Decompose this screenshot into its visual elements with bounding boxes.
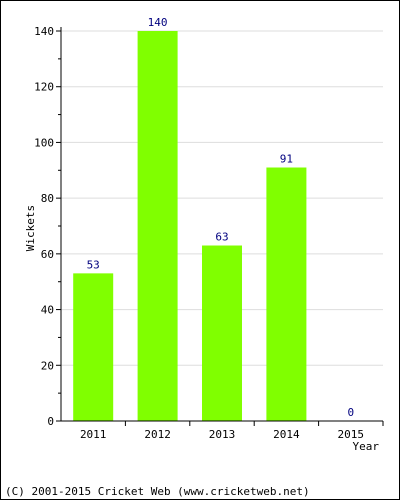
y-tick-label: 0 [47,415,54,428]
x-axis-label: Year [353,440,380,453]
y-tick-label: 80 [41,192,54,205]
x-tick-labels: 2011 2012 2013 2014 2015 [80,428,364,441]
y-tick-label: 140 [34,25,54,38]
y-axis-label: Wickets [24,205,37,251]
value-label: 63 [215,231,228,244]
bar [73,273,114,421]
value-label: 140 [148,16,168,29]
x-tick-label: 2015 [338,428,365,441]
y-tick-label: 60 [41,248,54,261]
bars [73,31,307,421]
value-labels: 53 140 63 91 0 [87,16,355,419]
y-tick-label: 120 [34,81,54,94]
y-tick-labels: 0 20 40 60 80 100 120 140 [34,25,54,428]
bar [202,245,242,421]
copyright-footer: (C) 2001-2015 Cricket Web (www.cricketwe… [5,485,310,498]
x-tick-label: 2014 [273,428,300,441]
value-label: 91 [280,153,293,166]
y-tick-label: 20 [41,359,54,372]
bar [137,31,178,421]
x-tick-label: 2012 [144,428,171,441]
y-tick-label: 40 [41,304,54,317]
bar [266,167,307,421]
x-tick-label: 2013 [209,428,236,441]
x-tick-label: 2011 [80,428,107,441]
value-label: 0 [347,406,354,419]
axes [56,27,384,426]
value-label: 53 [87,258,100,271]
y-tick-label: 100 [34,136,54,149]
